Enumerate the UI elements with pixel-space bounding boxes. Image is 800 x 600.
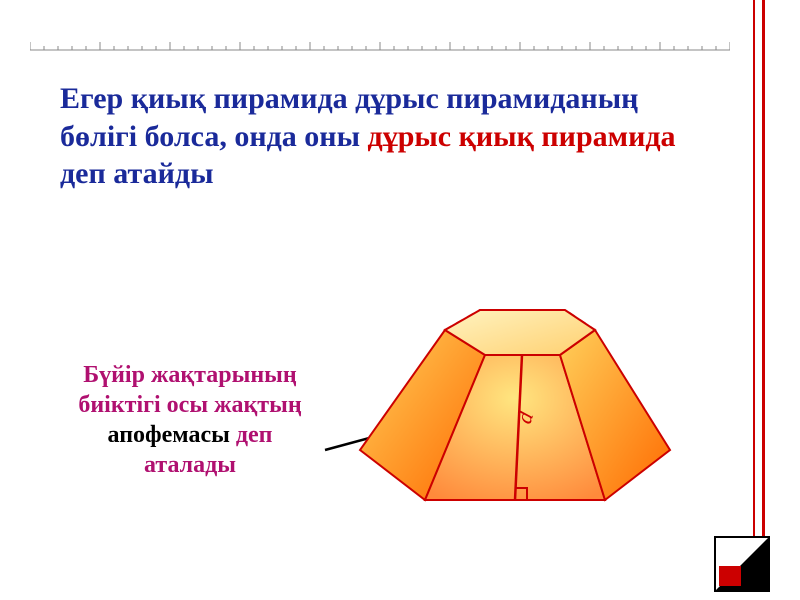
truncated-pyramid-figure: d	[330, 275, 710, 525]
main-text-highlight: дұрыс қиық пирамида	[368, 120, 676, 153]
right-rule-inner	[753, 0, 755, 540]
main-paragraph: Егер қиық пирамида дұрыс пирамиданың бөл…	[60, 80, 680, 193]
corner-page-ornament	[714, 536, 770, 592]
side-text-line1: Бүйір жақтарының биіктігі осы жақтың	[78, 362, 301, 418]
side-paragraph: Бүйір жақтарының биіктігі осы жақтың апо…	[60, 360, 320, 480]
main-text-part2: деп атайды	[60, 157, 214, 190]
side-text-apothem: апофемасы	[108, 422, 230, 448]
right-rule-outer	[762, 0, 765, 540]
